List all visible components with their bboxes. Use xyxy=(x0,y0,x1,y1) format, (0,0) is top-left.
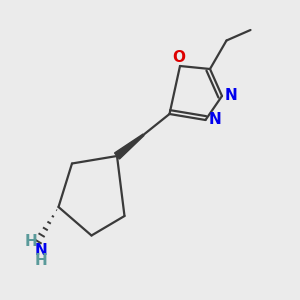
Text: N: N xyxy=(225,88,237,103)
Text: N: N xyxy=(35,243,48,258)
Text: O: O xyxy=(172,50,185,65)
Text: N: N xyxy=(208,112,221,127)
Text: H: H xyxy=(25,234,38,249)
Text: H: H xyxy=(35,253,48,268)
Polygon shape xyxy=(115,134,144,159)
